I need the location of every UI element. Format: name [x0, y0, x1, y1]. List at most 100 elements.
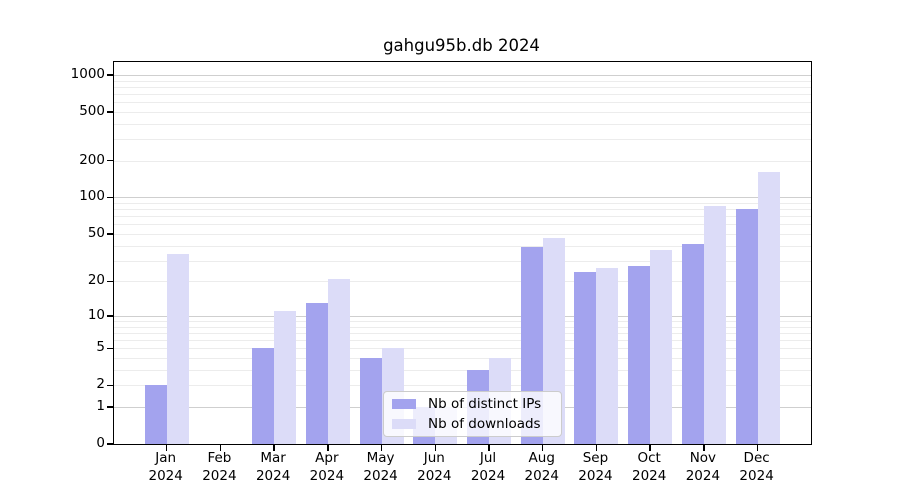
gridline-minor	[114, 385, 811, 387]
x-axis-tick	[595, 445, 598, 451]
y-axis-tick-label: 2	[96, 376, 105, 393]
x-axis-tick-year: 2024	[417, 467, 452, 484]
legend-label-downloads: Nb of downloads	[428, 416, 541, 432]
gridline-minor	[114, 203, 811, 205]
gridline-minor	[114, 369, 811, 371]
bar-downloads-mar	[274, 311, 297, 444]
y-axis-tick	[106, 233, 113, 235]
gridline-minor	[114, 111, 811, 113]
x-axis-tick-year: 2024	[739, 467, 774, 484]
y-axis-tick-label: 5	[96, 339, 105, 356]
x-axis-tick-year: 2024	[578, 467, 613, 484]
x-axis-tick	[703, 445, 705, 451]
y-axis-tick	[106, 315, 113, 317]
x-axis-tick-year: 2024	[309, 467, 345, 484]
bar-ips-oct	[628, 265, 651, 444]
gridline-minor	[114, 321, 811, 322]
y-axis-tick	[106, 74, 113, 76]
y-axis-tick	[106, 443, 113, 445]
bar-downloads-apr	[327, 278, 350, 444]
y-axis-tick-label: 1	[96, 397, 105, 414]
x-axis-tick-label: Oct 2024	[617, 450, 681, 485]
bar-ips-jan	[144, 385, 167, 444]
y-axis-tick-label: 200	[79, 151, 105, 168]
x-axis-tick	[327, 445, 329, 451]
gridline-minor	[114, 102, 811, 104]
x-axis-tick-label: Apr 2024	[295, 450, 359, 485]
y-axis-tick	[106, 280, 113, 283]
gridline-minor	[114, 233, 811, 235]
y-axis-tick-label: 0	[96, 435, 105, 451]
x-axis-tick-label: Feb 2024	[187, 450, 251, 485]
x-axis-tick-label: Dec 2024	[725, 450, 789, 485]
y-axis-tick	[106, 406, 113, 408]
gridline-minor	[114, 332, 811, 334]
x-axis-tick-year: 2024	[202, 467, 237, 484]
gridline-minor	[114, 358, 811, 360]
gridline-minor	[114, 93, 811, 95]
x-axis-tick-year: 2024	[470, 467, 506, 484]
y-axis-tick	[106, 111, 113, 113]
x-axis-tick	[434, 445, 437, 451]
gridline-major	[114, 197, 811, 199]
bar-ips-dec	[735, 209, 758, 444]
x-axis-tick-year: 2024	[255, 467, 291, 484]
y-axis-tick	[106, 384, 113, 387]
gridline-minor	[114, 348, 811, 350]
x-axis-tick-label: Nov 2024	[671, 450, 735, 485]
legend-swatch-distinct-ips	[392, 399, 416, 409]
plot-area	[106, 61, 812, 451]
gridline-minor	[114, 209, 811, 211]
x-axis-tick	[488, 445, 490, 451]
y-axis-tick-label: 10	[87, 306, 105, 323]
chart-title: gahgu95b.db 2024	[383, 36, 540, 55]
gridline-minor	[114, 340, 811, 342]
gridline-minor	[114, 160, 811, 162]
legend: Nb of distinct IPs Nb of downloads	[383, 391, 562, 437]
x-axis-tick-label: Jul 2024	[456, 450, 520, 485]
x-axis-tick-label: Mar 2024	[241, 450, 305, 485]
x-axis-tick-label: Sep 2024	[563, 450, 627, 485]
gridline-minor	[114, 80, 811, 82]
x-axis-tick-label: Aug 2024	[510, 450, 574, 485]
x-axis-tick	[649, 445, 651, 451]
gridline-minor	[114, 245, 811, 247]
x-axis-tick	[273, 445, 275, 451]
gridline-minor	[114, 281, 811, 283]
gridline-minor	[114, 224, 811, 226]
x-axis-tick	[380, 445, 383, 451]
x-axis-tick	[541, 445, 544, 451]
x-axis-tick-year: 2024	[685, 467, 721, 484]
x-axis-tick-label: Jan 2024	[134, 450, 198, 485]
y-axis-tick-label: 50	[87, 224, 105, 241]
y-axis-tick-label: 20	[87, 272, 105, 289]
legend-label-distinct-ips: Nb of distinct IPs	[428, 396, 542, 412]
bar-downloads-oct	[650, 249, 673, 444]
x-axis-tick-year: 2024	[363, 467, 398, 484]
bar-downloads-nov	[703, 206, 726, 444]
bar-downloads-dec	[757, 171, 780, 444]
bar-downloads-sep	[596, 267, 619, 444]
gridline-minor	[114, 260, 811, 262]
legend-swatch-downloads	[392, 419, 416, 429]
bar-ips-sep	[574, 272, 597, 444]
gridline-minor	[114, 326, 811, 328]
gridline-minor	[114, 123, 811, 125]
legend-item-downloads: Nb of downloads	[392, 416, 553, 432]
x-axis-tick-year: 2024	[631, 467, 667, 484]
bar-ips-mar	[252, 348, 275, 444]
bar-ips-apr	[305, 303, 328, 444]
x-axis-tick-label: Jun 2024	[402, 450, 466, 485]
x-axis-tick	[756, 445, 759, 451]
y-axis-tick	[106, 159, 113, 162]
gridline-minor	[114, 86, 811, 88]
legend-item-distinct-ips: Nb of distinct IPs	[392, 396, 553, 412]
gridline-major	[114, 74, 811, 76]
bar-ips-may	[359, 358, 382, 444]
y-axis-tick-label: 500	[79, 102, 105, 119]
gridline-major	[114, 315, 811, 317]
bar-ips-nov	[681, 244, 704, 444]
x-axis-tick	[165, 445, 168, 451]
gridline-minor	[114, 139, 811, 141]
